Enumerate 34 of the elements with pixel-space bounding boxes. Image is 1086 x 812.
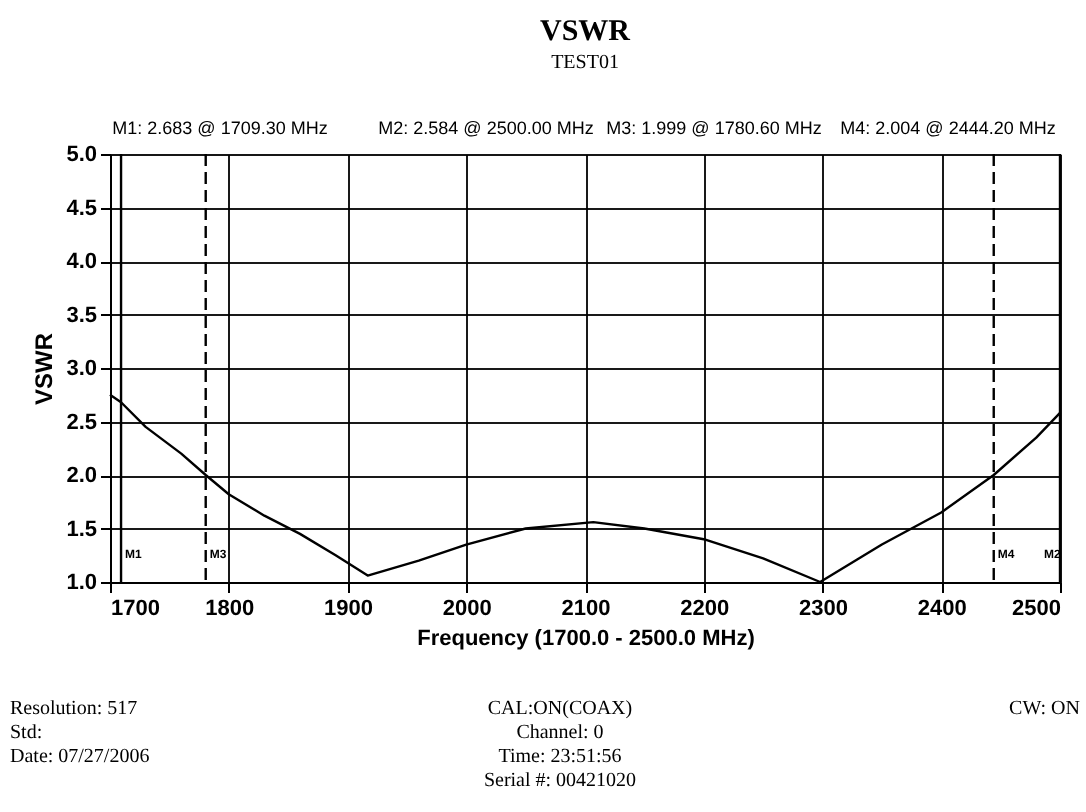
y-tick-label: 2.5 <box>66 410 97 435</box>
x-tick-label: 1800 <box>205 597 255 621</box>
y-tick-label: 2.0 <box>66 464 97 488</box>
text: M1: 2.683 @ 1709.30 MHz <box>112 118 329 138</box>
y-tick-label: 5.0 <box>66 143 97 167</box>
chart-subtitle: TEST01 <box>551 52 619 74</box>
y-tick-label: 1.5 <box>66 517 97 542</box>
x-tick-label: 2000 <box>442 597 492 621</box>
text: Resolution: 517 <box>10 698 138 720</box>
text: Serial #: 00421020 <box>483 770 637 792</box>
text: Std: <box>10 722 43 744</box>
x-tick-label: 1900 <box>324 597 373 621</box>
text: M3: 1.999 @ 1780.60 MHz <box>606 118 823 138</box>
text: M4: 2.004 @ 2444.20 MHz <box>840 118 1057 138</box>
x-tick-label: 2200 <box>680 597 730 621</box>
y-tick-label: 3.0 <box>66 357 97 381</box>
y-tick-label: 1.0 <box>66 571 97 595</box>
text: Channel: 0 <box>516 722 604 744</box>
y-axis-title: VSWR <box>30 332 59 405</box>
y-tick-label: 4.5 <box>66 196 97 221</box>
y-tick-label: 4.0 <box>66 250 97 274</box>
x-tick-label: 2500 <box>1012 597 1061 621</box>
x-tick-label: 2100 <box>561 597 611 621</box>
text: Date: 07/27/2006 <box>10 746 150 768</box>
x-tick-label: 1700 <box>111 597 160 621</box>
x-axis-title: Frequency (1700.0 - 2500.0 MHz) <box>417 627 756 651</box>
x-tick-label: 2300 <box>799 597 848 621</box>
text: CAL:ON(COAX) <box>487 698 633 720</box>
text: CW: ON <box>1009 698 1080 720</box>
text: Time: 23:51:56 <box>498 746 622 768</box>
y-tick-label: 3.5 <box>66 303 97 328</box>
chart-title: VSWR <box>539 16 631 48</box>
x-tick-label: 2400 <box>917 597 967 621</box>
text: M2: 2.584 @ 2500.00 MHz <box>378 118 595 138</box>
